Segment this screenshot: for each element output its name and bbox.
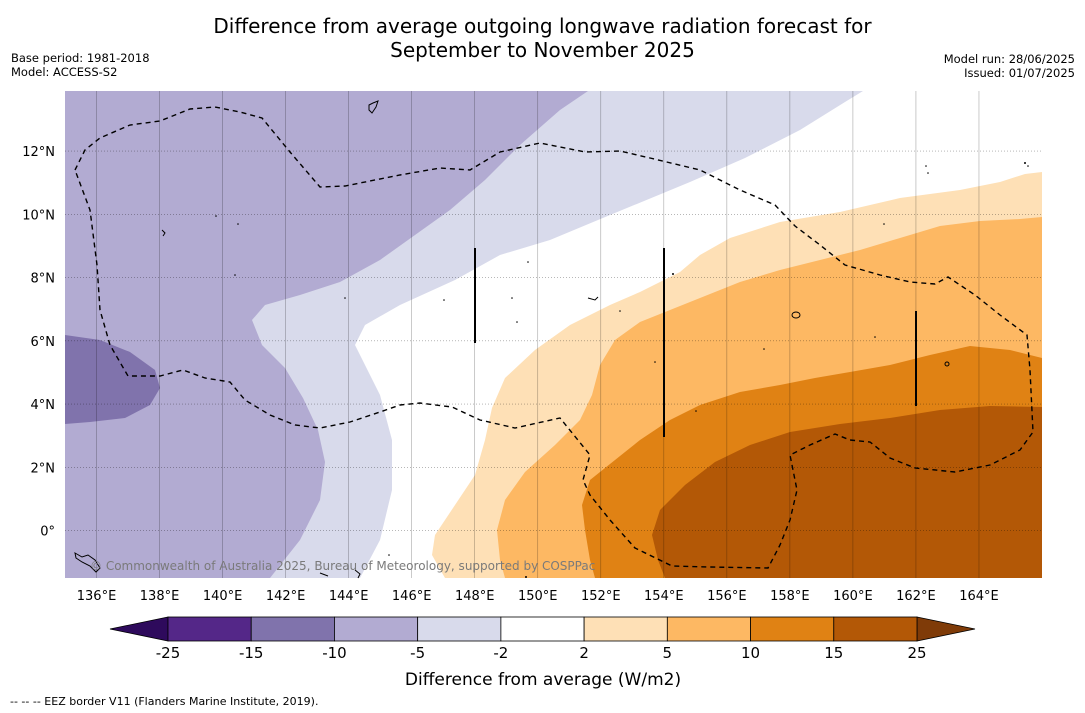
colorbar-tick-label: -15 [239, 644, 264, 662]
chart-title: Difference from average outgoing longwav… [0, 14, 1085, 62]
colorbar-tick-label: -5 [410, 644, 425, 662]
colorbar-segment [500, 616, 585, 642]
island-chuuk [587, 296, 599, 301]
colorbar-title: Difference from average (W/m2) [405, 670, 681, 690]
colorbar-tick-label: 25 [907, 644, 926, 662]
contour-mid-purple [65, 91, 588, 578]
eez-borders [74, 106, 1034, 569]
lon-label-164: 164°E [959, 589, 999, 604]
colorbar-segment [334, 616, 419, 642]
eez-border-north [74, 106, 1034, 569]
colorbar-segment [417, 616, 502, 642]
colorbar-segment [833, 616, 918, 642]
lat-label-6: 6°N [31, 335, 56, 350]
base-period-text: Base period: 1981-2018 [11, 51, 150, 65]
island-manus [319, 572, 329, 577]
island-kosrae [944, 361, 950, 367]
footnote: -- -- -- EEZ border V11 (Flanders Marine… [10, 695, 319, 708]
metadata-left: Base period: 1981-2018 Model: ACCESS-S2 [11, 51, 150, 79]
lon-label-148: 148°E [455, 589, 495, 604]
colorbar-segments [167, 616, 918, 642]
model-text: Model: ACCESS-S2 [11, 65, 118, 79]
island-nis [354, 569, 361, 579]
lon-label-136: 136°E [77, 589, 117, 604]
contour-brown [652, 406, 1042, 578]
lon-label-158: 158°E [770, 589, 810, 604]
colorbar-max-arrow [916, 616, 976, 642]
lon-label-154: 154°E [644, 589, 684, 604]
colorbar-segment [167, 616, 252, 642]
lat-label-2: 2°N [31, 461, 56, 476]
colorbar-segment [583, 616, 668, 642]
boundary-segments [474, 248, 917, 437]
lon-label-156: 156°E [707, 589, 747, 604]
metadata-right: Model run: 28/06/2025 Issued: 01/07/2025 [944, 52, 1075, 80]
model-run-text: Model run: 28/06/2025 [943, 52, 1075, 66]
atolls [215, 162, 1029, 578]
colorbar-segment [750, 616, 835, 642]
colorbar-labels: -25 -15 -10 -5 -2 2 5 10 15 25 [156, 644, 927, 662]
lon-label-146: 146°E [392, 589, 432, 604]
lon-label-150: 150°E [518, 589, 558, 604]
lat-label-10: 10°N [22, 208, 55, 223]
lon-label-138: 138°E [140, 589, 180, 604]
title-line-2: September to November 2025 [390, 38, 695, 62]
colorbar-tick-label: -2 [493, 644, 508, 662]
colorbar-min-arrow [109, 616, 169, 642]
lat-label-0: 0° [40, 525, 55, 540]
island-guam [368, 100, 379, 114]
lon-label-162: 162°E [896, 589, 936, 604]
island-png-north [74, 552, 101, 573]
island-pohnpei [791, 311, 801, 319]
island-palau [161, 229, 166, 237]
lon-label-144: 144°E [329, 589, 369, 604]
lat-label-8: 8°N [31, 272, 56, 287]
lon-label-142: 142°E [266, 589, 306, 604]
lat-label-12: 12°N [22, 145, 55, 160]
lon-label-152: 152°E [581, 589, 621, 604]
contour-fills [65, 91, 1042, 578]
colorbar-tick-label: 10 [741, 644, 760, 662]
latitude-labels: 0° 2°N 4°N 6°N 8°N 10°N 12°N [22, 145, 55, 539]
issued-text: Issued: 01/07/2025 [964, 66, 1075, 80]
lon-label-140: 140°E [203, 589, 243, 604]
colorbar-tick-label: -25 [156, 644, 181, 662]
title-line-1: Difference from average outgoing longwav… [213, 14, 872, 38]
colorbar: -25 -15 -10 -5 -2 2 5 10 15 25 Difference from av… [109, 616, 976, 690]
colorbar-tick-label: 15 [824, 644, 843, 662]
longitude-labels: 136°E 138°E 140°E 142°E 144°E 146°E 148°E 150°E… [77, 589, 999, 604]
colorbar-segment [250, 616, 335, 642]
colorbar-segment [666, 616, 751, 642]
lat-label-4: 4°N [31, 398, 56, 413]
lon-label-160: 160°E [833, 589, 873, 604]
colorbar-tick-label: 5 [663, 644, 673, 662]
colorbar-tick-label: 2 [579, 644, 589, 662]
colorbar-tick-label: -10 [322, 644, 347, 662]
islands [74, 100, 950, 579]
copyright-text: © Commonwealth of Australia 2025, Bureau… [90, 559, 595, 573]
contour-dark-purple [65, 335, 160, 424]
